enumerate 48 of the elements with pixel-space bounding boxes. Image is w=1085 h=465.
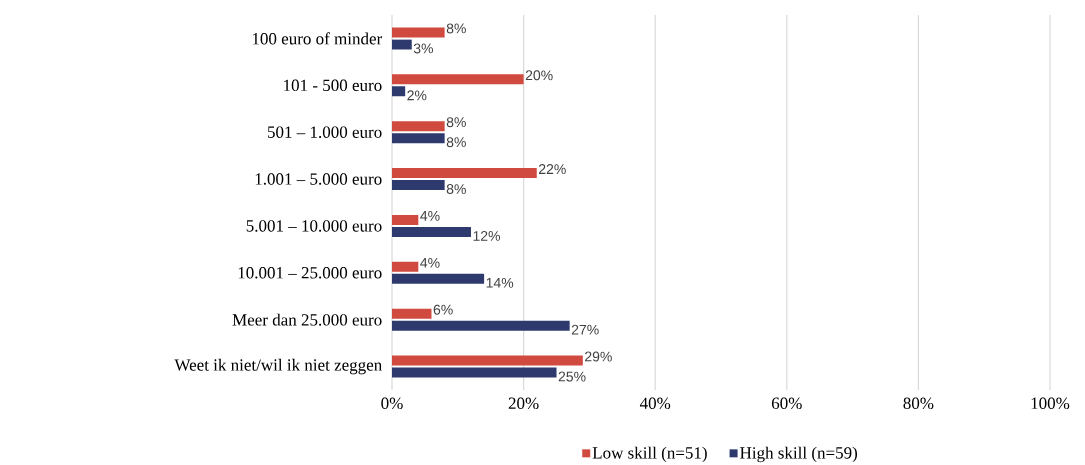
bar xyxy=(392,86,406,97)
data-label: 8% xyxy=(446,184,466,195)
bar xyxy=(392,27,445,38)
bar xyxy=(392,320,570,331)
y-tick-label: Weet ik niet/wil ik niet zeggen xyxy=(174,358,382,375)
data-label: 20% xyxy=(525,70,553,81)
data-label: 12% xyxy=(473,230,501,241)
y-tick-label: 501 – 1.000 euro xyxy=(267,126,382,138)
x-tick-label: 40% xyxy=(639,397,671,410)
data-label: 25% xyxy=(558,371,586,382)
data-label: 8% xyxy=(446,23,466,34)
data-label: 8% xyxy=(446,117,466,128)
bar xyxy=(392,261,419,272)
bar xyxy=(392,133,445,144)
y-tick-label: 101 - 500 euro xyxy=(284,79,382,92)
bar xyxy=(392,355,583,366)
x-tick-label: 60% xyxy=(771,397,802,410)
y-tick-label: 1.001 – 5.000 euro xyxy=(255,173,382,185)
bar xyxy=(392,214,419,225)
data-label: 29% xyxy=(585,351,612,362)
bar xyxy=(392,74,524,85)
data-label: 2% xyxy=(407,90,427,101)
x-tick-label: 0% xyxy=(381,397,403,410)
data-label: 4% xyxy=(420,257,440,268)
data-label: 4% xyxy=(420,211,440,221)
x-tick-label: 80% xyxy=(903,397,934,410)
data-label: 8% xyxy=(446,137,466,148)
y-tick-label: Meer dan 25.000 euro xyxy=(232,313,382,326)
bar xyxy=(392,226,471,237)
legend-label: Low skill (n=51) xyxy=(592,446,707,463)
y-tick-label: 10.001 – 25.000 euro xyxy=(238,267,382,279)
legend-label: High skill (n=59) xyxy=(740,446,858,463)
bar xyxy=(392,39,412,50)
y-tick-label: 5.001 – 10.000 euro xyxy=(246,220,382,232)
bar xyxy=(392,273,485,284)
y-tick-label: 100 euro of minder xyxy=(252,32,383,45)
bar xyxy=(392,168,537,179)
x-tick-label: 20% xyxy=(508,397,539,410)
bar xyxy=(392,121,445,132)
data-label: 22% xyxy=(539,164,566,174)
bar xyxy=(392,308,432,319)
x-tick-label: 100% xyxy=(1031,397,1070,410)
data-label: 27% xyxy=(571,324,599,335)
data-label: 3% xyxy=(413,43,434,54)
bar xyxy=(392,367,557,378)
bar xyxy=(392,180,445,191)
data-label: 6% xyxy=(433,304,453,315)
data-label: 14% xyxy=(486,277,514,288)
